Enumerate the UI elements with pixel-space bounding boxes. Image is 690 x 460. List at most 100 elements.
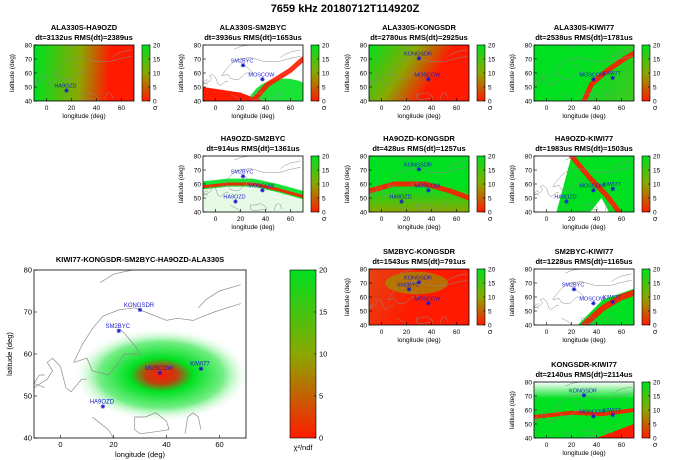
- panel-subtitle: dt=2538us RMS(dt)=1781us: [535, 33, 633, 42]
- x-tick-label: 20: [568, 216, 576, 223]
- y-tick-label: 50: [360, 85, 368, 92]
- colorbar-tick-label: 5: [488, 196, 492, 203]
- station-marker: [64, 88, 69, 93]
- coastline: [565, 156, 581, 161]
- coastline: [534, 416, 540, 422]
- colorbar-tick-label: 0: [653, 210, 657, 217]
- station-label: SM2BYC: [231, 58, 254, 64]
- panel-subtitle: dt=2780us RMS(dt)=2925us: [370, 33, 468, 42]
- coastline: [552, 55, 632, 76]
- colorbar-tick-label: 0: [653, 99, 657, 106]
- colorbar-tick-label: 10: [488, 182, 496, 189]
- y-tick-label: 40: [25, 99, 33, 106]
- coastline: [561, 93, 572, 101]
- y-tick-label: 50: [360, 309, 368, 316]
- panel-title: KONGSDR-KIWI77: [551, 360, 617, 369]
- coastline: [280, 160, 301, 169]
- station-label: KIWI77: [603, 408, 621, 414]
- hyperbola-band: [569, 156, 622, 212]
- plot-area: [534, 45, 634, 101]
- colorbar-label: σ: [488, 105, 493, 112]
- y-tick-label: 40: [525, 323, 533, 330]
- station-marker: [198, 366, 204, 371]
- station-marker: [260, 188, 265, 193]
- y-tick-label: 80: [525, 380, 533, 387]
- y-axis-label: latitude (deg): [178, 165, 185, 203]
- colorbar-tick-label: 20: [488, 154, 496, 161]
- coastline: [280, 49, 301, 58]
- heatmap-region: [385, 271, 448, 295]
- x-tick-label: 40: [593, 442, 601, 449]
- coastline: [605, 203, 613, 211]
- y-axis-label: latitude (deg): [509, 165, 516, 203]
- station-label: HA9OZD: [90, 400, 115, 406]
- station-label: KONGSDR: [404, 51, 432, 57]
- y-axis-label: latitude (deg): [178, 54, 185, 92]
- coastline: [552, 175, 585, 192]
- station-marker: [157, 370, 163, 376]
- station-label: HA9OZD: [54, 84, 76, 90]
- y-tick-label: 50: [360, 196, 368, 203]
- colorbar-label: σ: [153, 105, 158, 112]
- colorbar-label: σ: [653, 105, 658, 112]
- colorbar-tick-label: 5: [488, 309, 492, 316]
- x-tick-label: 20: [403, 105, 411, 112]
- panel-subtitle: dt=1228us RMS(dt)=1165us: [535, 257, 632, 266]
- colorbar-tick-label: 20: [322, 43, 330, 50]
- x-tick-label: 0: [214, 216, 218, 223]
- station-label: MOSCOW: [248, 183, 275, 189]
- coastline: [61, 93, 72, 101]
- x-tick-label: 0: [380, 105, 384, 112]
- coastline: [203, 79, 209, 85]
- panel-subtitle: dt=2140us RMS(dt)=2114us: [535, 370, 632, 379]
- coastline: [81, 92, 99, 100]
- y-tick-label: 60: [525, 408, 533, 415]
- plot-area: [534, 156, 634, 212]
- colorbar-label: σ: [488, 329, 493, 336]
- station-label: KIWI77: [190, 362, 210, 368]
- panel-title: HA9OZD-SM2BYC: [221, 134, 286, 143]
- station-marker: [240, 174, 246, 179]
- x-axis-label: longitude (deg): [562, 224, 605, 231]
- colorbar-tick-label: 15: [653, 281, 661, 288]
- x-tick-label: 0: [545, 329, 549, 336]
- likelihood-region: [72, 327, 246, 423]
- y-axis-label: latitude (deg): [5, 332, 14, 376]
- station-label: SM2BYC: [231, 169, 254, 175]
- y-tick-label: 80: [194, 43, 202, 50]
- colorbar-tick-label: 15: [488, 57, 496, 64]
- heatmap-region: [249, 78, 303, 101]
- panel-title: ALA330S-SM2BYC: [220, 23, 287, 32]
- station-label: MOSCOW: [248, 72, 275, 78]
- x-tick-label: 0: [380, 216, 384, 223]
- coastline: [440, 316, 448, 324]
- panel-title: HA9OZD-KONGSDR: [383, 134, 455, 143]
- coastline: [400, 269, 416, 274]
- coastline: [52, 55, 132, 76]
- coastline: [92, 416, 114, 438]
- colorbar-tick-label: 10: [488, 71, 496, 78]
- x-tick-label: 60: [618, 442, 626, 449]
- coastline: [250, 203, 268, 211]
- y-tick-label: 70: [525, 281, 533, 288]
- station-marker: [591, 301, 596, 306]
- y-tick-label: 60: [194, 182, 202, 189]
- x-tick-label: 40: [428, 216, 436, 223]
- coastline: [605, 429, 613, 437]
- station-marker: [416, 280, 422, 285]
- coastline: [534, 411, 559, 423]
- y-tick-label: 80: [525, 43, 533, 50]
- colorbar-tick-label: 20: [319, 266, 327, 275]
- x-tick-label: 40: [593, 105, 601, 112]
- coastline: [369, 185, 394, 197]
- colorbar-tick-label: 0: [488, 210, 492, 217]
- colorbar-label: χ²/ndf: [294, 443, 314, 452]
- coastline: [230, 204, 241, 212]
- colorbar-label: σ: [653, 329, 658, 336]
- coastline: [416, 92, 434, 100]
- station-marker: [240, 63, 246, 68]
- x-tick-label: 60: [453, 329, 461, 336]
